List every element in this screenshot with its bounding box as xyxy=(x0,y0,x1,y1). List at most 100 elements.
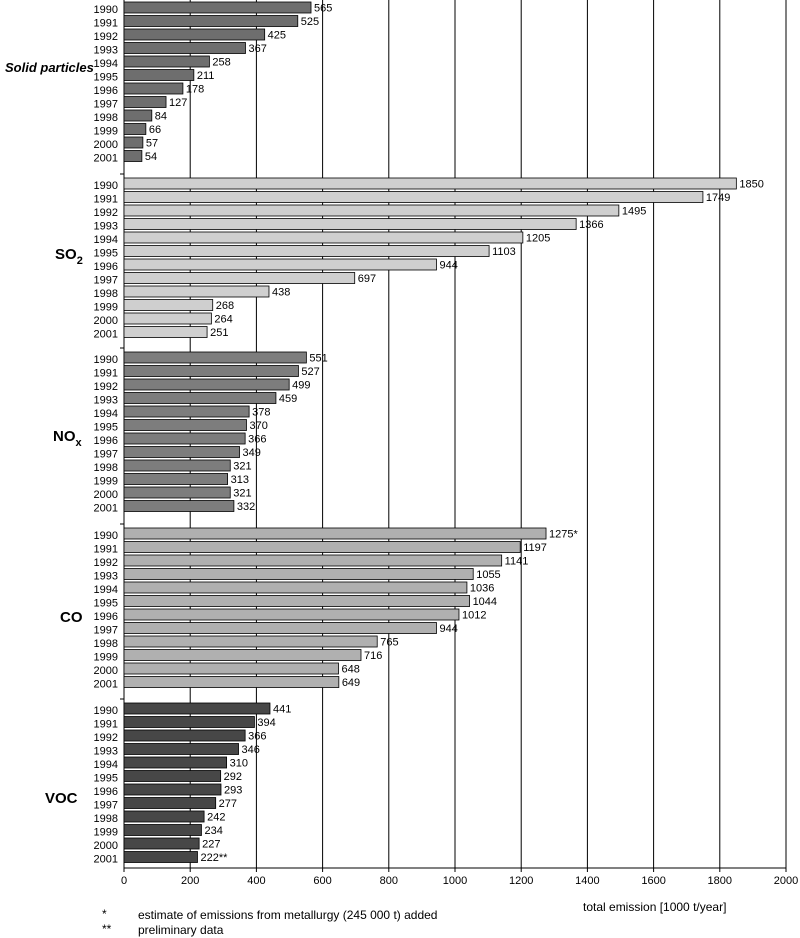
x-tick-label: 1000 xyxy=(443,875,467,887)
value-label: 1044 xyxy=(473,596,497,608)
bar-nox-1995 xyxy=(123,419,247,431)
year-label: 1997 xyxy=(94,449,118,461)
value-label: 1366 xyxy=(579,219,603,231)
value-label: 366 xyxy=(248,434,266,446)
value-label: 321 xyxy=(233,488,251,500)
year-label: 1999 xyxy=(94,827,118,839)
value-label: 441 xyxy=(273,704,291,716)
bar-co-1990 xyxy=(123,527,547,540)
bar-so2-1995 xyxy=(123,245,490,257)
value-label: 551 xyxy=(309,353,327,365)
bar-so2-1999 xyxy=(123,299,214,311)
bar-nox-1998 xyxy=(123,459,231,472)
year-label: 1996 xyxy=(94,85,118,97)
year-label: 1996 xyxy=(94,261,118,273)
series-name-co: CO xyxy=(60,609,83,626)
bar-nox-1993 xyxy=(123,392,277,404)
x-tick-label: 2000 xyxy=(774,875,798,887)
value-label: 258 xyxy=(212,57,230,69)
year-label: 1992 xyxy=(94,31,118,43)
year-label: 1992 xyxy=(94,557,118,569)
year-label: 1994 xyxy=(94,234,118,246)
year-label: 1995 xyxy=(94,773,118,785)
year-label: 1997 xyxy=(94,800,118,812)
x-tick-label: 1400 xyxy=(575,875,599,887)
bar-so2-1998 xyxy=(123,285,270,298)
bar-so2-1991 xyxy=(123,191,704,203)
x-tick-label: 600 xyxy=(313,875,331,887)
value-label: 944 xyxy=(439,260,457,272)
year-label: 1996 xyxy=(94,611,118,623)
year-label: 1996 xyxy=(94,435,118,447)
bar-solid-particles-2001 xyxy=(123,150,143,162)
year-label: 1997 xyxy=(94,625,118,637)
bar-co-2001 xyxy=(123,676,340,688)
value-label: 366 xyxy=(248,731,266,743)
value-label: 425 xyxy=(268,30,286,42)
year-label: 1990 xyxy=(94,530,118,542)
bar-solid-particles-1999 xyxy=(123,123,147,135)
value-label: 66 xyxy=(149,124,161,136)
bar-voc-1995 xyxy=(123,770,222,782)
series-name-so2: SO2 xyxy=(55,246,83,267)
year-label: 1994 xyxy=(94,58,118,70)
year-label: 1990 xyxy=(94,4,118,16)
year-label: 1999 xyxy=(94,126,118,138)
x-tick-label: 400 xyxy=(247,875,265,887)
year-label: 2000 xyxy=(94,139,118,151)
value-label: 1036 xyxy=(470,583,494,595)
value-label: 346 xyxy=(242,744,260,756)
year-label: 1991 xyxy=(94,719,118,731)
value-label: 944 xyxy=(439,623,457,635)
x-tick-label: 1200 xyxy=(509,875,533,887)
year-label: 1998 xyxy=(94,462,118,474)
bar-co-1992 xyxy=(123,554,503,567)
value-label: 499 xyxy=(292,380,310,392)
footnote-2-mark: ** xyxy=(102,922,112,936)
value-label: 178 xyxy=(186,84,204,96)
bar-co-1991 xyxy=(123,541,521,553)
year-label: 1990 xyxy=(94,354,118,366)
x-tick-label: 200 xyxy=(181,875,199,887)
year-label: 1995 xyxy=(94,422,118,434)
year-label: 1991 xyxy=(94,18,118,30)
bar-co-1999 xyxy=(123,649,362,661)
footnote-1-text: estimate of emissions from metallurgy (2… xyxy=(138,908,437,922)
year-label: 2001 xyxy=(94,503,118,515)
value-label: 1197 xyxy=(523,542,547,554)
value-label: 438 xyxy=(272,287,290,299)
series-name-nox: NOx xyxy=(53,428,83,449)
bar-so2-1992 xyxy=(123,204,620,217)
year-label: 1993 xyxy=(94,221,118,233)
bar-voc-2001 xyxy=(123,851,198,863)
bar-nox-1994 xyxy=(123,405,250,418)
year-label: 1999 xyxy=(94,476,118,488)
year-label: 1992 xyxy=(94,732,118,744)
year-label: 1990 xyxy=(94,180,118,192)
year-label: 1991 xyxy=(94,194,118,206)
bar-nox-2001 xyxy=(123,500,235,512)
x-tick-label: 800 xyxy=(380,875,398,887)
bar-co-1998 xyxy=(123,635,378,648)
value-label: 394 xyxy=(257,717,275,729)
bar-co-1996 xyxy=(123,608,460,621)
bar-nox-1999 xyxy=(123,473,229,485)
year-label: 1994 xyxy=(94,408,118,420)
value-label: 459 xyxy=(279,393,297,405)
bar-voc-1997 xyxy=(123,797,217,809)
bar-solid-particles-1995 xyxy=(123,69,195,81)
bar-nox-1992 xyxy=(123,378,290,391)
year-label: 1998 xyxy=(94,638,118,650)
bar-so2-1993 xyxy=(123,218,577,230)
bar-nox-1997 xyxy=(123,446,240,458)
value-label: 565 xyxy=(314,3,332,15)
year-label: 1991 xyxy=(94,368,118,380)
bars xyxy=(123,1,737,863)
bar-solid-particles-1997 xyxy=(123,96,167,108)
year-label: 1995 xyxy=(94,248,118,260)
year-label: 1995 xyxy=(94,72,118,84)
value-label: 268 xyxy=(216,300,234,312)
year-label: 1995 xyxy=(94,598,118,610)
bar-voc-1994 xyxy=(123,756,228,769)
year-label: 1992 xyxy=(94,381,118,393)
